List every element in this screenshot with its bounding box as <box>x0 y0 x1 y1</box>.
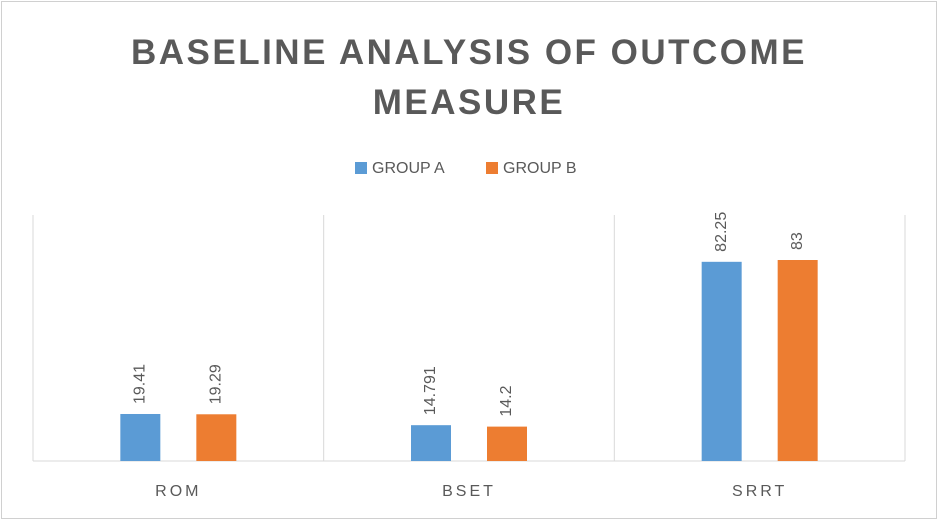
bar <box>701 261 742 461</box>
legend-swatch <box>486 162 498 174</box>
chart-title: BASELINE ANALYSIS OF OUTCOME MEASURE <box>130 33 808 122</box>
bar <box>120 413 161 461</box>
x-tick-label: ROM <box>155 483 201 500</box>
x-tick-label: SRRT <box>732 483 787 500</box>
legend-label: GROUP B <box>503 160 577 177</box>
data-label: 83 <box>789 232 806 250</box>
data-label: 14.791 <box>422 366 439 415</box>
data-label: 82.25 <box>713 212 730 252</box>
legend-swatch <box>355 162 367 174</box>
x-tick-label: BSET <box>442 483 496 500</box>
data-label: 19.41 <box>132 364 149 404</box>
bar <box>487 426 527 461</box>
legend-label: GROUP A <box>372 160 445 177</box>
bar <box>196 414 237 461</box>
bar <box>411 425 451 461</box>
bar <box>777 260 818 461</box>
data-label: 14.2 <box>498 385 515 416</box>
data-label: 19.29 <box>208 364 225 404</box>
